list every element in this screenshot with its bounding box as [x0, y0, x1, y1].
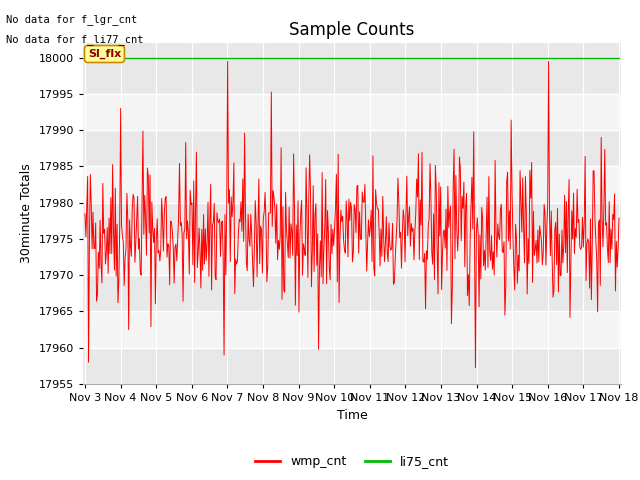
Bar: [83, 348, 621, 384]
Bar: [83, 203, 621, 239]
Bar: [83, 58, 621, 94]
Title: Sample Counts: Sample Counts: [289, 21, 415, 39]
Bar: [83, 275, 621, 312]
Bar: [83, 239, 621, 275]
Y-axis label: 30minute Totals: 30minute Totals: [20, 164, 33, 264]
X-axis label: Time: Time: [337, 408, 367, 421]
Legend: wmp_cnt, li75_cnt: wmp_cnt, li75_cnt: [250, 450, 454, 473]
Text: No data for f_lgr_cnt: No data for f_lgr_cnt: [6, 14, 138, 25]
Bar: [83, 130, 621, 167]
Text: Sl_flx: Sl_flx: [88, 49, 121, 59]
Bar: [83, 167, 621, 203]
Bar: [83, 312, 621, 348]
Bar: [83, 94, 621, 130]
Text: No data for f_li77_cnt: No data for f_li77_cnt: [6, 34, 144, 45]
